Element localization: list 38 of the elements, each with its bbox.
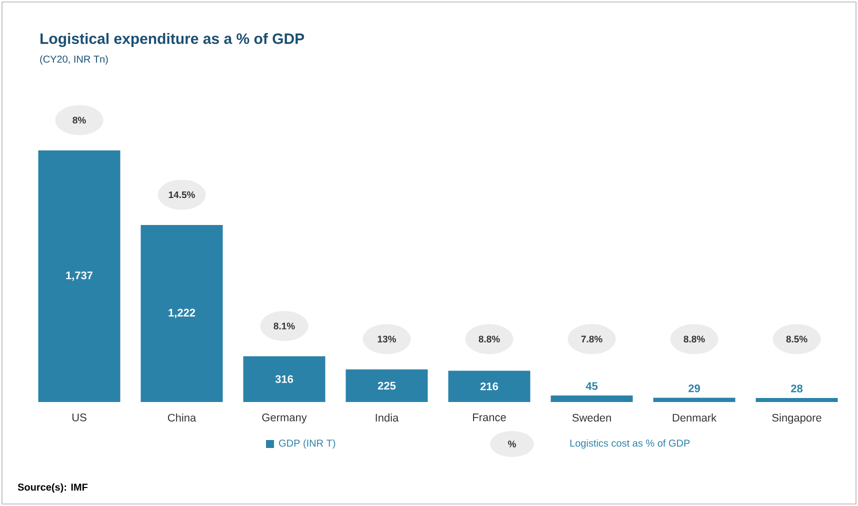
data-label: 29: [688, 384, 700, 392]
x-tick-label: India: [376, 414, 399, 422]
annotation: 14.5%: [168, 191, 195, 198]
text: Logistics cost as % of GDP: [570, 439, 690, 449]
text: %: [508, 440, 516, 448]
annotation: 8.8%: [684, 336, 705, 342]
annotation: 13%: [378, 336, 396, 342]
x-tick-label: US: [72, 414, 86, 422]
x-tick-label: Denmark: [672, 414, 717, 422]
data-label: 1,737: [66, 271, 93, 281]
source-note: Source(s): IMF: [18, 483, 88, 493]
data-label: 316: [275, 375, 294, 384]
bar: [140, 224, 223, 402]
x-tick-label: Sweden: [572, 414, 611, 422]
bar: [448, 370, 530, 402]
data-label: 216: [480, 382, 498, 390]
bar: [38, 150, 120, 402]
annotation: 8.1%: [274, 322, 295, 330]
annotation: 8.5%: [786, 336, 808, 342]
bar: [756, 398, 838, 402]
data-label: 225: [378, 382, 396, 390]
x-tick-label: Germany: [262, 414, 307, 424]
bar: [243, 356, 326, 402]
chart-title: Logistical expenditure as a % of GDP: [40, 32, 304, 48]
text: 8%: [72, 116, 86, 124]
x-tick-label: France: [473, 414, 506, 422]
x-tick-label: China: [168, 414, 196, 422]
data-label: 28: [791, 384, 803, 392]
data-label: 45: [586, 382, 598, 390]
chart-subtitle: (CY20, INR Tn): [40, 55, 108, 65]
annotation: 8.8%: [478, 336, 500, 342]
bar: [653, 398, 736, 402]
x-tick-label: Singapore: [772, 414, 822, 424]
bar: [346, 369, 428, 402]
data-label: 1,222: [168, 308, 196, 318]
bar: [550, 395, 633, 402]
legend-label: GDP (INR T): [279, 439, 336, 449]
annotation: 7.8%: [581, 336, 602, 342]
